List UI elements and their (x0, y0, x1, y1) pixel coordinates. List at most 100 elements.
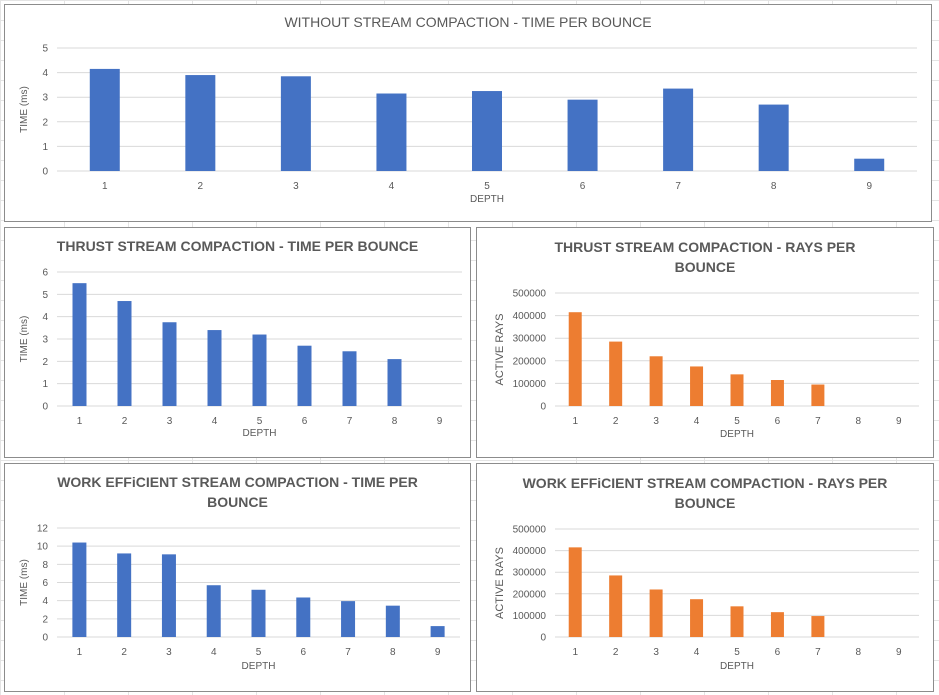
x-tick-label: 3 (166, 647, 172, 658)
bar (730, 374, 744, 406)
bar (252, 334, 267, 406)
x-tick-label: 6 (300, 647, 306, 658)
y-tick-label: 3 (42, 93, 48, 104)
x-axis-label: DEPTH (470, 194, 504, 205)
x-tick-label: 3 (653, 647, 659, 658)
bar (472, 91, 502, 171)
bar (811, 616, 825, 637)
x-tick-label: 1 (77, 647, 83, 658)
x-tick-label: 8 (856, 416, 862, 427)
x-tick-label: 5 (256, 647, 262, 658)
bar (280, 76, 311, 171)
bar (690, 599, 704, 637)
bar (854, 158, 885, 171)
y-axis-label: TIME (ms) (19, 559, 30, 606)
bar (162, 322, 177, 406)
chart-title: WITHOUT STREAM COMPACTION - TIME PER BOU… (284, 14, 651, 30)
bar (811, 384, 825, 406)
chart-without-compaction-time[interactable]: WITHOUT STREAM COMPACTION - TIME PER BOU… (4, 4, 932, 222)
bar (609, 575, 623, 637)
bar (161, 554, 176, 637)
chart-thrust-compaction-rays[interactable]: THRUST STREAM COMPACTION - RAYS PER BOUNC… (476, 227, 934, 458)
chart-svg: WORK EFFiCIENT STREAM COMPACTION - TIME … (19, 474, 460, 672)
x-axis-label: DEPTH (242, 661, 276, 672)
bar (185, 75, 216, 171)
x-tick-label: 2 (613, 647, 619, 658)
y-tick-label: 3 (42, 335, 48, 346)
y-tick-label: 4 (42, 312, 48, 323)
bar (341, 601, 356, 637)
bar (385, 605, 400, 637)
x-axis-label: DEPTH (243, 428, 277, 439)
x-tick-label: 7 (345, 647, 351, 658)
y-tick-label: 1 (42, 379, 48, 390)
bar (758, 104, 789, 171)
bar (89, 68, 120, 171)
x-tick-label: 1 (572, 416, 578, 427)
x-tick-label: 1 (102, 181, 108, 192)
y-tick-label: 2 (42, 117, 48, 128)
x-tick-label: 8 (390, 647, 396, 658)
y-tick-label: 5 (42, 290, 48, 301)
x-tick-label: 9 (437, 416, 443, 427)
x-tick-label: 6 (580, 181, 586, 192)
chart-svg: WORK EFFiCIENT STREAM COMPACTION - RAYS … (494, 475, 919, 672)
y-tick-label: 0 (42, 633, 48, 644)
chart-svg: WITHOUT STREAM COMPACTION - TIME PER BOU… (19, 14, 917, 205)
bar (649, 356, 663, 406)
bar (568, 547, 582, 637)
x-tick-label: 8 (392, 416, 398, 427)
y-tick-label: 300000 (513, 334, 547, 345)
y-tick-label: 6 (42, 268, 48, 279)
chart-svg: THRUST STREAM COMPACTION - TIME PER BOUN… (19, 238, 462, 439)
x-tick-label: 8 (771, 181, 777, 192)
bar (72, 542, 87, 637)
bar (430, 626, 445, 637)
y-tick-label: 12 (37, 524, 49, 535)
x-tick-label: 1 (77, 416, 83, 427)
chart-title: BOUNCE (675, 495, 736, 511)
x-tick-label: 3 (293, 181, 299, 192)
y-axis-label: TIME (ms) (19, 316, 30, 363)
x-axis-label: DEPTH (720, 661, 754, 672)
y-tick-label: 2 (42, 357, 48, 368)
bar (663, 88, 694, 171)
y-tick-label: 400000 (513, 311, 547, 322)
x-tick-label: 5 (484, 181, 490, 192)
y-tick-label: 200000 (513, 589, 547, 600)
bar (730, 606, 744, 637)
bar (342, 351, 357, 406)
x-tick-label: 9 (866, 181, 872, 192)
x-tick-label: 2 (613, 416, 619, 427)
x-tick-label: 5 (257, 416, 263, 427)
x-tick-label: 7 (815, 647, 821, 658)
y-tick-label: 1 (42, 142, 48, 153)
x-tick-label: 1 (572, 647, 578, 658)
y-tick-label: 6 (42, 578, 48, 589)
chart-work-efficient-compaction-time[interactable]: WORK EFFiCIENT STREAM COMPACTION - TIME … (4, 463, 471, 692)
x-tick-label: 3 (653, 416, 659, 427)
y-tick-label: 200000 (513, 356, 547, 367)
y-tick-label: 5 (42, 44, 48, 55)
bar (72, 283, 87, 406)
bar (609, 341, 623, 406)
bar (207, 330, 222, 406)
x-tick-label: 7 (675, 181, 681, 192)
x-tick-label: 2 (121, 647, 127, 658)
bar (117, 301, 132, 406)
y-tick-label: 2 (42, 614, 48, 625)
chart-thrust-compaction-time[interactable]: THRUST STREAM COMPACTION - TIME PER BOUN… (4, 227, 471, 458)
y-tick-label: 0 (540, 633, 546, 644)
y-tick-label: 10 (37, 542, 49, 553)
bar (568, 312, 582, 406)
bar (296, 597, 311, 637)
y-tick-label: 100000 (513, 379, 547, 390)
chart-title: THRUST STREAM COMPACTION - TIME PER BOUN… (57, 238, 418, 254)
x-tick-label: 4 (212, 416, 218, 427)
bar (376, 93, 407, 171)
y-tick-label: 0 (42, 167, 48, 178)
x-tick-label: 7 (815, 416, 821, 427)
chart-work-efficient-compaction-rays[interactable]: WORK EFFiCIENT STREAM COMPACTION - RAYS … (476, 463, 934, 692)
bar (117, 553, 132, 637)
chart-svg: THRUST STREAM COMPACTION - RAYS PER BOUNC… (494, 239, 919, 440)
